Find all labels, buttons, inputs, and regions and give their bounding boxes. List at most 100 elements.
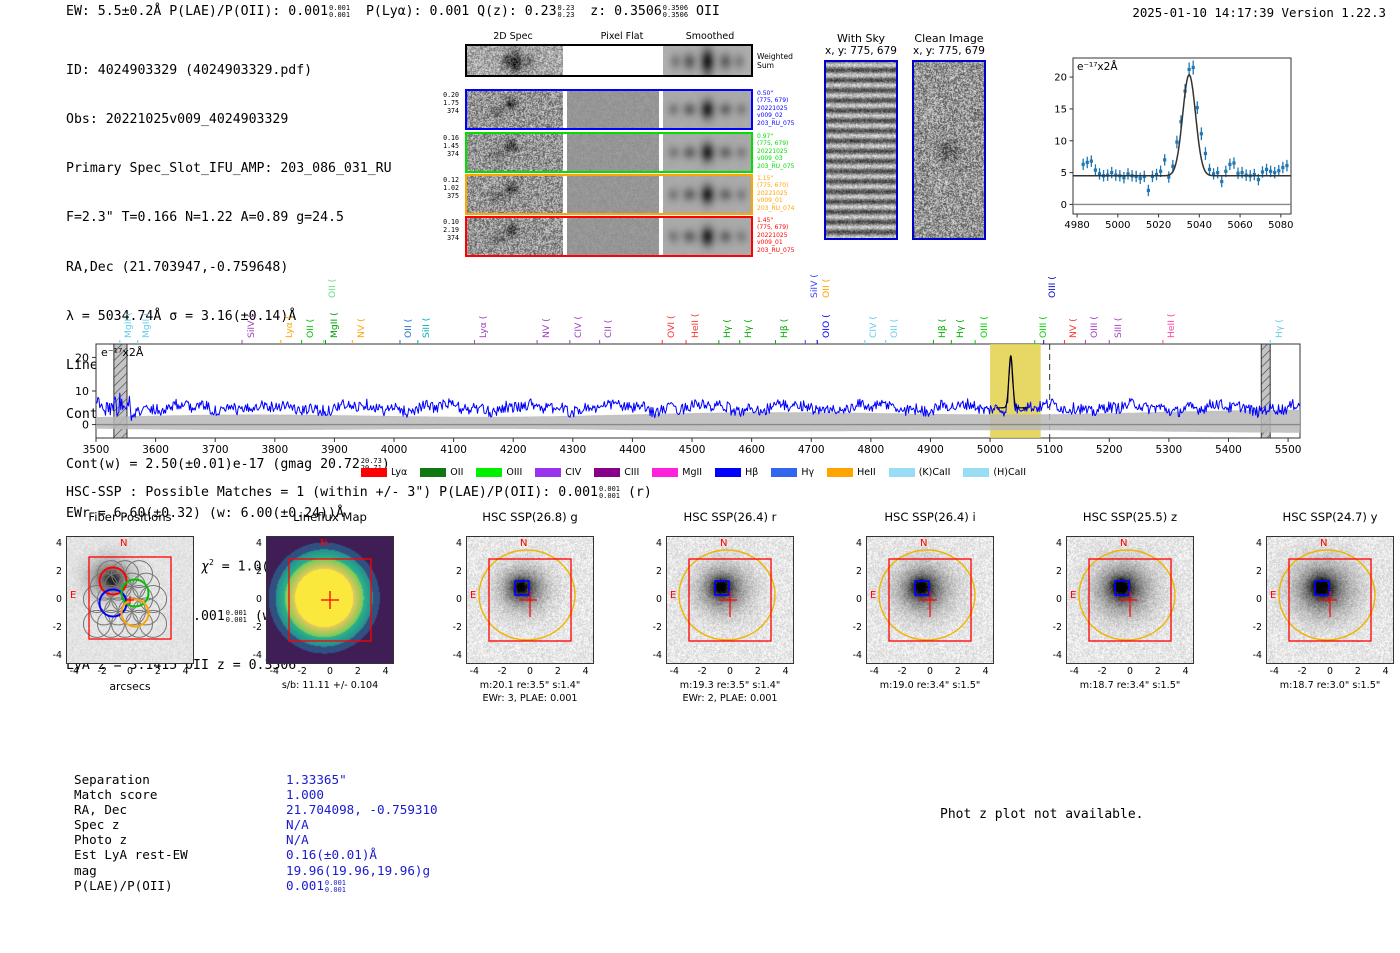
cutout-caption-2: EWr: 3, PLAE: 0.001 bbox=[482, 693, 578, 704]
spec2d-col-title-1: Pixel Flat bbox=[600, 31, 644, 42]
weighted-sum-label: Weighted bbox=[757, 52, 793, 61]
cutout-ytick: -4 bbox=[1252, 649, 1262, 661]
svg-text:20: 20 bbox=[75, 351, 89, 364]
sky-panel-image bbox=[912, 60, 986, 240]
fiber-strip-row bbox=[465, 132, 753, 173]
svg-text:4000: 4000 bbox=[381, 444, 408, 456]
cutout-ytick: -4 bbox=[852, 649, 862, 661]
svg-text:20: 20 bbox=[1054, 73, 1067, 84]
cutout-xtick: -2 bbox=[1297, 666, 1307, 677]
cutout-caption-2: EWr: 2, PLAE: 0.001 bbox=[682, 693, 778, 704]
match-detail-key: mag bbox=[74, 862, 97, 878]
sky-panel-coords: x, y: 775, 679 bbox=[825, 45, 897, 57]
legend-item: OII bbox=[420, 467, 463, 478]
cutout-xtick: 2 bbox=[954, 666, 961, 677]
cutout-ytick: 0 bbox=[856, 594, 862, 605]
legend-swatch bbox=[963, 468, 990, 477]
cutout-image bbox=[1066, 536, 1194, 664]
strip-2dspec bbox=[467, 91, 563, 128]
cutout-xtick: 2 bbox=[754, 666, 761, 677]
cutout-xtick: 0 bbox=[727, 666, 733, 677]
legend-label: CIII bbox=[624, 467, 640, 478]
sky-panel-coords: x, y: 775, 679 bbox=[913, 45, 985, 57]
cutout-xtick: -2 bbox=[497, 666, 507, 677]
cutout-image bbox=[66, 536, 194, 664]
cutout-xtick: -4 bbox=[69, 666, 80, 677]
cutout-ytick: -4 bbox=[52, 649, 62, 661]
svg-text:3800: 3800 bbox=[261, 444, 288, 456]
svg-text:0: 0 bbox=[1061, 200, 1067, 211]
cutout-ytick: -2 bbox=[852, 621, 862, 633]
legend-label: Hγ bbox=[801, 467, 815, 478]
cutout-xtick: -2 bbox=[697, 666, 707, 677]
legend-item: Lyα bbox=[360, 467, 407, 478]
strip-pixelflat bbox=[567, 218, 659, 255]
strip-right-meta: 1.45" (775, 679) 20221025 v009_01 203_RU_075 bbox=[757, 217, 795, 254]
svg-text:4200: 4200 bbox=[500, 444, 527, 456]
compass-north: N bbox=[920, 538, 928, 549]
svg-text:4500: 4500 bbox=[679, 444, 706, 456]
match-detail-value: 19.96(19.96,19.96)g bbox=[286, 862, 431, 878]
compass-east: E bbox=[470, 590, 477, 601]
sky-panel-title: Clean Image bbox=[914, 32, 984, 45]
cutout-xtick: 0 bbox=[127, 666, 133, 677]
strip-smoothed bbox=[663, 218, 751, 255]
header-frac-z: 0.3506 0.3506 bbox=[662, 4, 689, 19]
timestamp-version: 2025-01-10 14:17:39 Version 1.22.3 bbox=[1132, 5, 1386, 20]
cutout-image bbox=[1266, 536, 1394, 664]
cutout-ytick: 0 bbox=[656, 594, 662, 605]
svg-text:3500: 3500 bbox=[83, 444, 110, 456]
svg-text:4400: 4400 bbox=[619, 444, 646, 456]
cutout-title: HSC SSP(26.4) r bbox=[683, 510, 777, 524]
spec2d-col-title-0: 2D Spec bbox=[493, 31, 533, 42]
cutout-xtick: -4 bbox=[269, 666, 280, 677]
cutout-caption-1: s/b: 11.11 +/- 0.104 bbox=[281, 680, 379, 691]
match-detail-key: Separation bbox=[74, 772, 150, 787]
svg-text:5400: 5400 bbox=[1215, 444, 1242, 456]
cutout-xtick: 4 bbox=[982, 666, 989, 677]
cutout-ytick: 0 bbox=[1056, 594, 1062, 605]
compass-east: E bbox=[670, 590, 677, 601]
legend-swatch bbox=[771, 468, 798, 477]
strip-right-meta: 0.50" (775, 679) 20221025 v009_02 203_RU_075 bbox=[757, 90, 795, 127]
svg-text:4100: 4100 bbox=[440, 444, 467, 456]
legend-item: MgII bbox=[652, 467, 702, 478]
svg-text:4980: 4980 bbox=[1064, 220, 1089, 231]
cutout-ytick: 4 bbox=[456, 538, 462, 550]
cutout-xtick: 0 bbox=[1127, 666, 1133, 677]
compass-east: E bbox=[1270, 590, 1277, 601]
match-detail-row: Photo z N/A bbox=[74, 832, 438, 847]
header-summary-a: EW: 5.5±0.2Å P(LAE)/P(OII): 0.001 bbox=[66, 4, 329, 19]
cutout-ytick: -2 bbox=[52, 621, 62, 633]
spec2d-panel: 2D Spec Pixel Flat Smoothed Weighted Sum 0.20… bbox=[443, 31, 794, 257]
match-detail-row: mag 19.96(19.96,19.96)g bbox=[74, 863, 438, 878]
strip-left-stats: 0.10 2.19 374 bbox=[443, 218, 459, 243]
cutout-ytick: 2 bbox=[456, 566, 462, 578]
cutout-xtick: 0 bbox=[1327, 666, 1333, 677]
photz-note: Phot z plot not available. bbox=[940, 807, 1144, 822]
header-summary-c: z: 0.3506 bbox=[590, 4, 662, 19]
compass-north: N bbox=[1120, 538, 1128, 549]
legend-swatch bbox=[360, 468, 387, 477]
legend-swatch bbox=[420, 468, 447, 477]
sky-panel-image bbox=[824, 60, 898, 240]
info-primary-spec: Primary Spec_Slot_IFU_AMP: 203_086_031_R… bbox=[66, 161, 392, 177]
cutout-xtick: -4 bbox=[669, 666, 680, 677]
match-detail-value: 0.16(±0.01)Å bbox=[286, 847, 377, 863]
fiber-strip-row bbox=[465, 174, 753, 215]
legend-swatch bbox=[652, 468, 679, 477]
match-detail-key: Est LyA rest-EW bbox=[74, 847, 188, 863]
weighted-sum-2dspec bbox=[467, 46, 563, 75]
cutout-caption-1: m:18.7 re:3.4" s:1.5" bbox=[1079, 680, 1181, 691]
cutout-ytick: 4 bbox=[656, 538, 662, 550]
legend-swatch bbox=[594, 468, 621, 477]
cutout-xtick: 4 bbox=[782, 666, 789, 677]
cutout-ytick: -4 bbox=[1052, 649, 1062, 661]
match-detail-row: Est LyA rest-EW 0.16(±0.01)Å bbox=[74, 847, 438, 862]
svg-text:0: 0 bbox=[82, 419, 89, 432]
svg-text:5040: 5040 bbox=[1187, 220, 1212, 231]
cutout-ytick: -4 bbox=[452, 649, 462, 661]
cutout-xtick: 4 bbox=[382, 666, 389, 677]
cutout-xtick: 0 bbox=[527, 666, 533, 677]
spec2d-col-title-2: Smoothed bbox=[685, 31, 735, 42]
